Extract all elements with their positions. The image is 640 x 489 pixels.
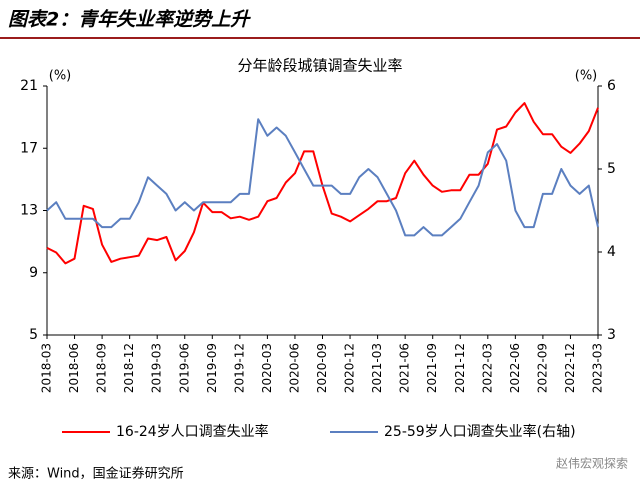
x-tick-label: 2021-12 — [453, 343, 467, 393]
series-line — [46, 102, 599, 265]
y2-axis-label: (%) — [575, 69, 598, 84]
x-tick-label: 2020-03 — [260, 343, 274, 393]
chart-title: 分年龄段城镇调查失业率 — [237, 57, 402, 75]
x-tick-label: 2019-06 — [177, 343, 191, 393]
x-tick-label: 2019-12 — [232, 343, 246, 393]
y2-tick-label: 3 — [607, 327, 616, 343]
x-tick-label: 2021-03 — [370, 343, 384, 393]
x-tick-label: 2019-03 — [150, 343, 164, 393]
x-tick-label: 2020-06 — [287, 343, 301, 393]
x-tick-label: 2020-12 — [343, 343, 357, 393]
source: 来源：Wind，国金证券研究所 — [8, 466, 184, 482]
watermark: 赵伟宏观探索 — [556, 456, 628, 471]
y-tick-label: 13 — [20, 203, 38, 219]
y2-tick-label: 6 — [607, 78, 616, 94]
x-tick-label: 2018-09 — [95, 343, 109, 393]
y-axis-label: (%) — [49, 69, 72, 84]
y2-tick-label: 4 — [607, 244, 616, 260]
y-tick-label: 9 — [29, 265, 38, 281]
x-tick-label: 2021-06 — [398, 343, 412, 393]
x-tick-label: 2019-09 — [205, 343, 219, 393]
legend-label: 25-59岁人口调查失业率(右轴) — [384, 423, 576, 440]
y2-tick-label: 5 — [607, 161, 616, 177]
legend-label: 16-24岁人口调查失业率 — [116, 423, 269, 440]
x-tick-label: 2018-03 — [40, 343, 54, 393]
x-tick-label: 2023-03 — [591, 343, 605, 393]
series-line — [46, 118, 599, 237]
y-tick-label: 5 — [29, 327, 38, 343]
x-tick-label: 2020-09 — [315, 343, 329, 393]
y-tick-label: 21 — [20, 78, 38, 94]
x-tick-label: 2022-12 — [563, 343, 577, 393]
x-tick-label: 2018-06 — [67, 343, 81, 393]
x-tick-label: 2022-09 — [535, 343, 549, 393]
y-tick-label: 17 — [20, 140, 38, 156]
x-tick-label: 2022-03 — [480, 343, 494, 393]
page-title: 图表2：青年失业率逆势上升 — [8, 9, 251, 31]
x-tick-label: 2022-06 — [508, 343, 522, 393]
x-tick-label: 2021-09 — [425, 343, 439, 393]
x-tick-label: 2018-12 — [122, 343, 136, 393]
